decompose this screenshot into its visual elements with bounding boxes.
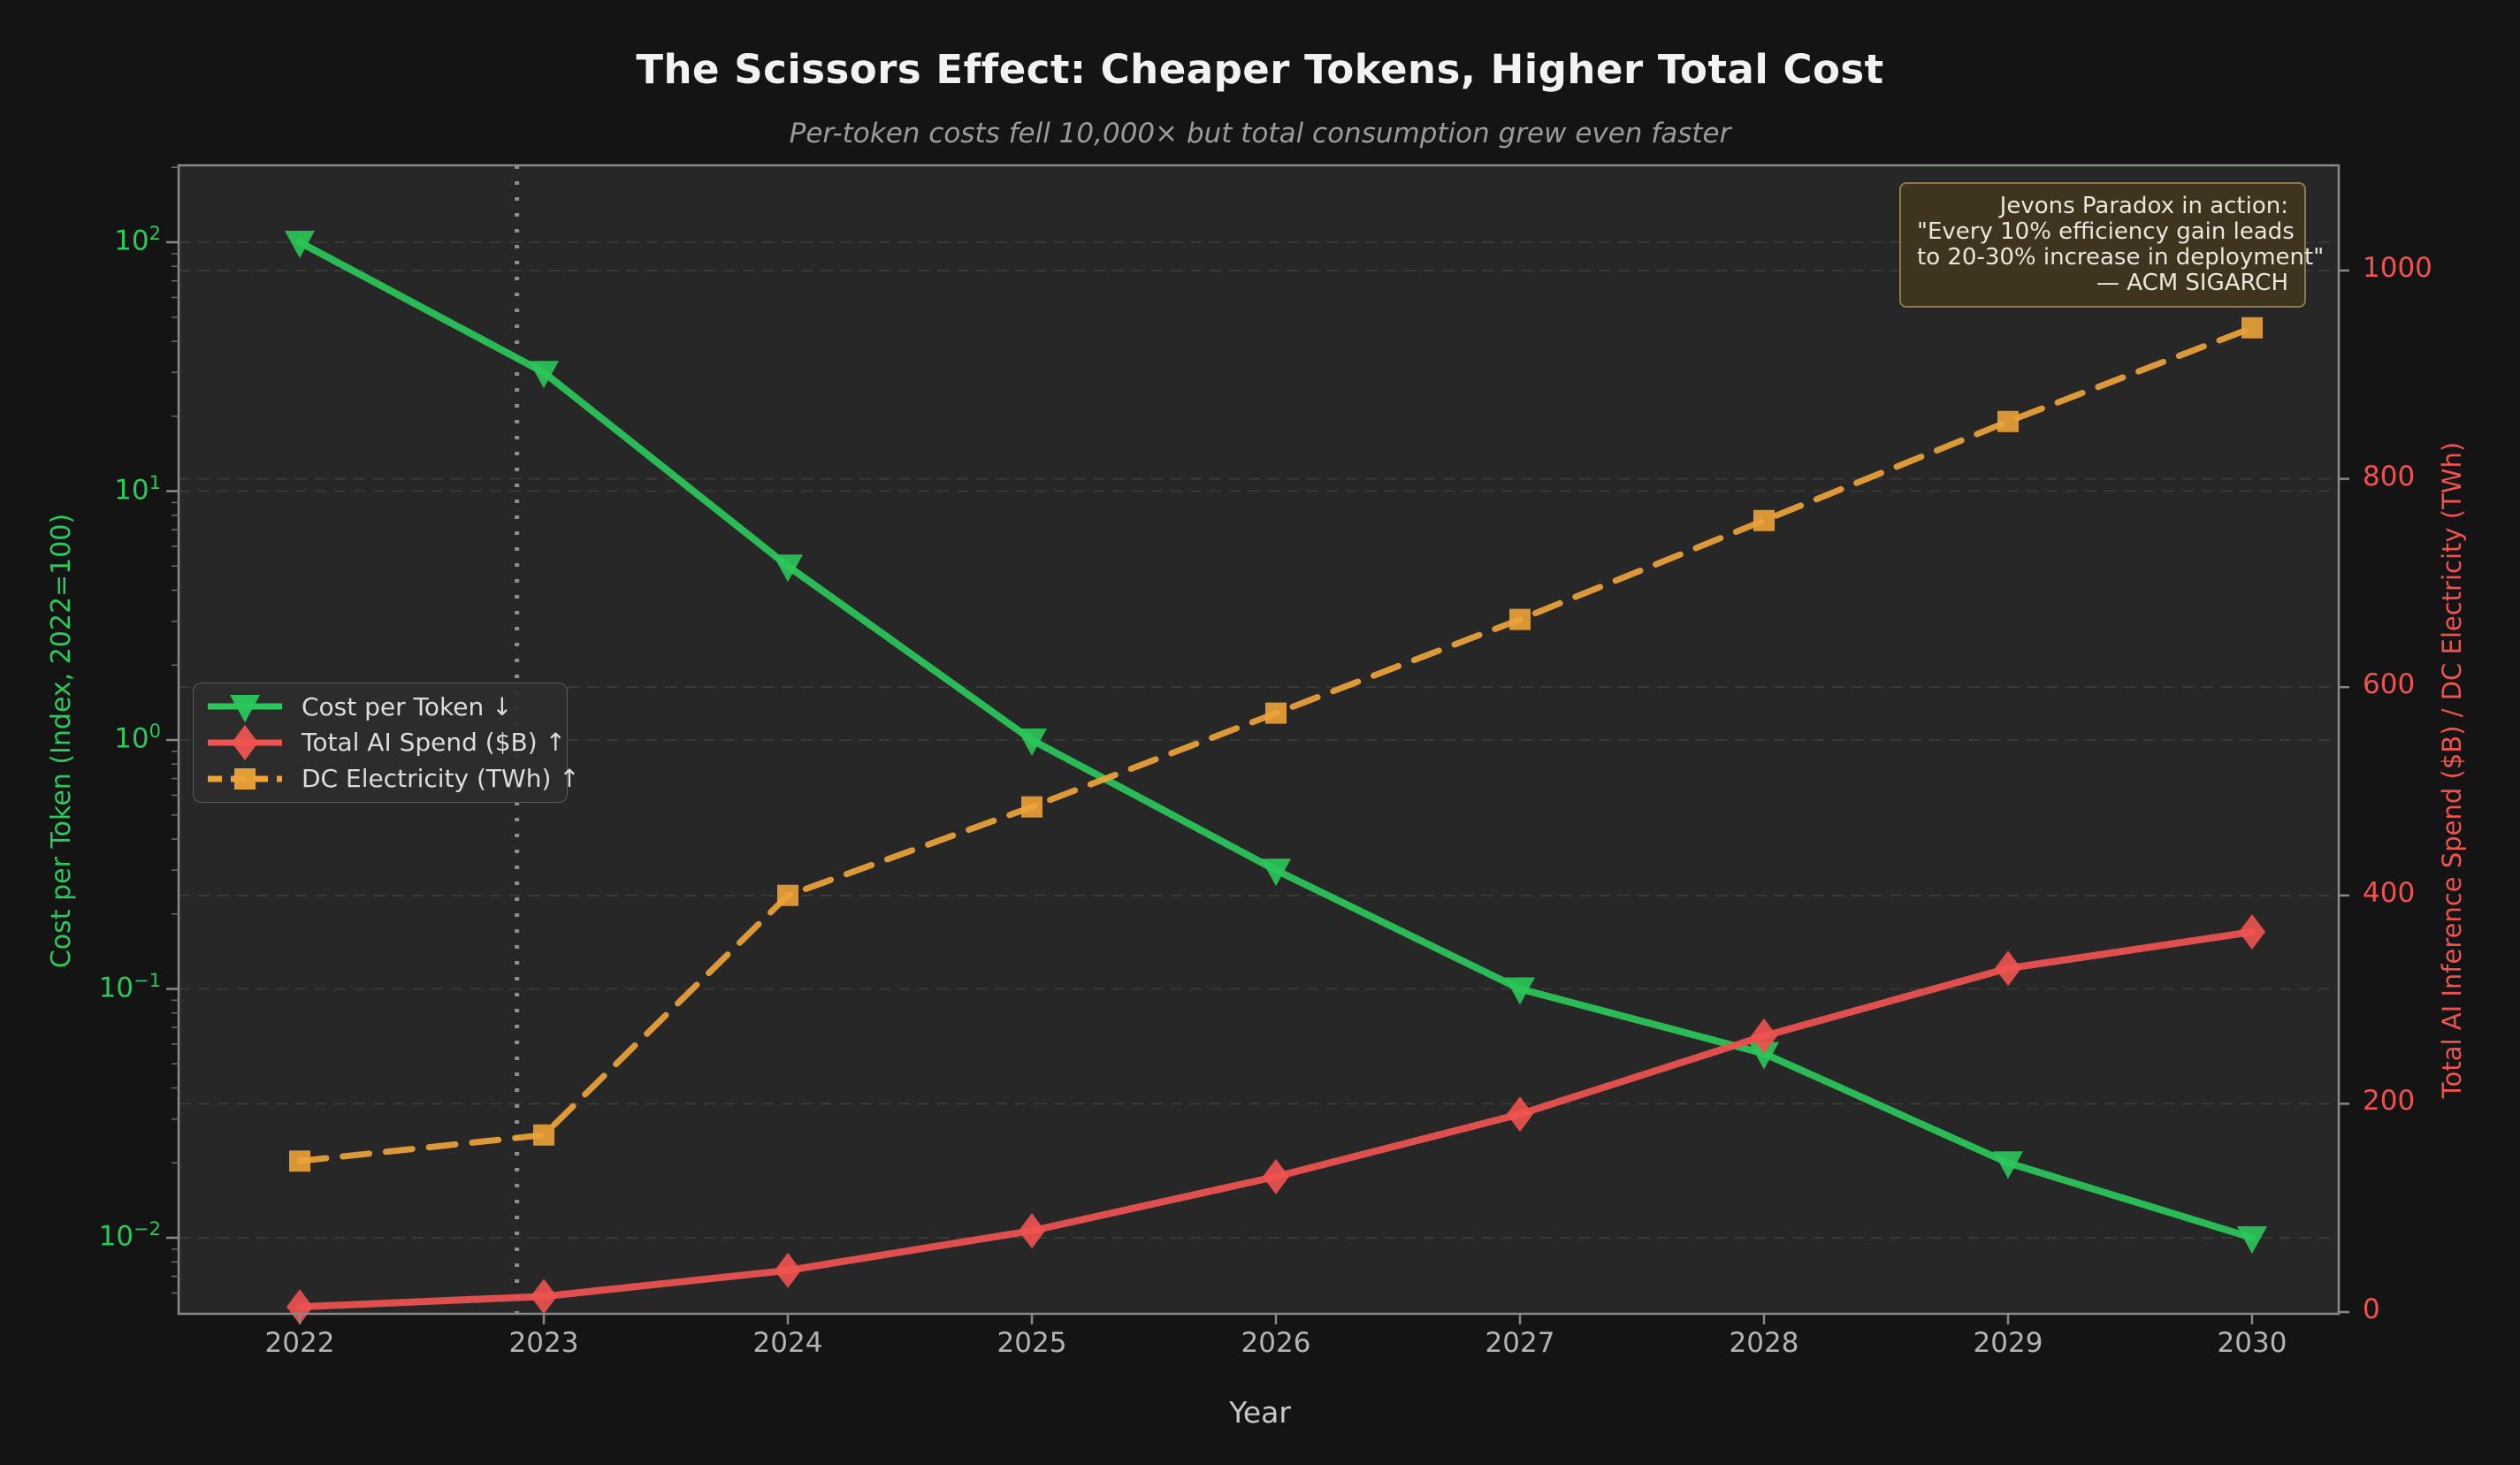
y-left-tick-label: 101 bbox=[114, 471, 161, 506]
diamond-legend-icon bbox=[208, 724, 282, 760]
legend-item-label: DC Electricity (TWh) ↑ bbox=[302, 764, 580, 794]
annotation-line: Jevons Paradox in action: bbox=[1999, 193, 2288, 219]
legend-item-label: Cost per Token ↓ bbox=[302, 691, 513, 721]
x-tick-label: 2022 bbox=[264, 1327, 335, 1359]
chart-subtitle: Per-token costs fell 10,000× but total c… bbox=[789, 118, 1731, 149]
y-right-tick-label: 1000 bbox=[2363, 252, 2432, 284]
y-right-tick-label: 400 bbox=[2363, 876, 2416, 909]
x-tick-label: 2023 bbox=[508, 1327, 579, 1359]
legend-item: Total AI Spend ($B) ↑ bbox=[202, 724, 566, 760]
y-right-tick-label: 600 bbox=[2363, 668, 2416, 701]
x-tick-label: 2026 bbox=[1241, 1327, 1311, 1359]
x-tick-label: 2025 bbox=[997, 1327, 1067, 1359]
chart-title: The Scissors Effect: Cheaper Tokens, Hig… bbox=[636, 46, 1884, 93]
x-tick-label: 2024 bbox=[752, 1327, 823, 1359]
x-tick-label: 2027 bbox=[1485, 1327, 1555, 1359]
y-left-axis-label: Cost per Token (Index, 2022=100) bbox=[46, 513, 77, 969]
y-left-tick-label: 10−1 bbox=[98, 969, 161, 1003]
legend-item: DC Electricity (TWh) ↑ bbox=[202, 761, 580, 797]
annotation-line: — ACM SIGARCH bbox=[2096, 270, 2288, 296]
annotation-line: to 20-30% increase in deployment" bbox=[1917, 244, 2325, 271]
legend-item-label: Total AI Spend ($B) ↑ bbox=[302, 728, 567, 758]
y-right-tick-label: 0 bbox=[2363, 1293, 2380, 1325]
x-tick-label: 2028 bbox=[1729, 1327, 1799, 1359]
legend: Cost per Token ↓ Total AI Spend ($B) ↑ DC … bbox=[193, 683, 580, 803]
legend-item: Cost per Token ↓ bbox=[202, 689, 558, 724]
y-left-tick-label: 102 bbox=[114, 223, 161, 257]
y-left-tick-label: 100 bbox=[114, 721, 161, 755]
square-legend-icon bbox=[208, 767, 282, 790]
jevons-paradox-annotation: Jevons Paradox in action: "Every 10% effi… bbox=[1899, 182, 2325, 308]
annotation-line: "Every 10% efficiency gain leads bbox=[1917, 218, 2295, 245]
y-left-tick-label: 10−2 bbox=[98, 1218, 161, 1253]
y-right-axis-label: Total AI Inference Spend ($B) / DC Elect… bbox=[2437, 441, 2467, 1099]
x-tick-label: 2029 bbox=[1973, 1327, 2043, 1359]
x-axis-label: Year bbox=[1229, 1395, 1291, 1430]
triangle-down-legend-icon bbox=[208, 695, 282, 723]
y-right-tick-label: 800 bbox=[2363, 460, 2416, 492]
y-right-tick-label: 200 bbox=[2363, 1085, 2416, 1118]
x-tick-label: 2030 bbox=[2217, 1327, 2287, 1359]
